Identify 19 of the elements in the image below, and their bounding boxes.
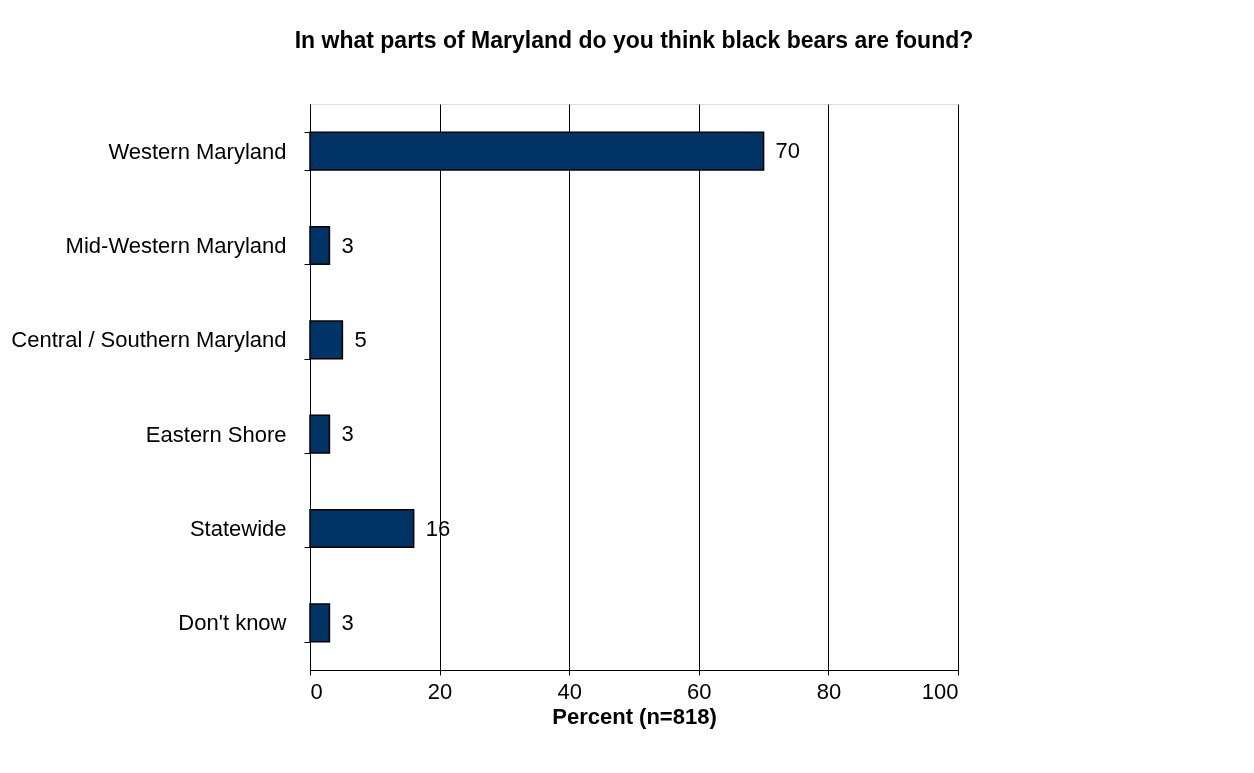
y-tick-label: Central / Southern Maryland — [11, 327, 287, 353]
x-tick-label: 60 — [687, 678, 712, 704]
data-label: 3 — [341, 421, 354, 447]
x-tick-label: 20 — [427, 678, 453, 704]
data-label: 3 — [341, 232, 354, 258]
data-label: 3 — [341, 609, 354, 635]
data-label: 5 — [354, 326, 367, 352]
x-tick-label: 80 — [816, 678, 842, 704]
y-tick-label: Eastern Shore — [145, 421, 287, 447]
y-tick-label: Mid-Western Maryland — [65, 233, 287, 258]
x-tick-label: 100 — [921, 678, 959, 704]
x-axis-title: Percent (n=818) — [552, 703, 717, 729]
x-tick-label: 0 — [310, 678, 323, 704]
y-tick-label: Don't know — [178, 610, 287, 636]
x-tick-label: 40 — [557, 678, 582, 704]
y-tick-label: Western Maryland — [108, 138, 287, 164]
y-tick-label: Statewide — [189, 516, 287, 541]
chart-title: In what parts of Maryland do you think black bears are found? — [294, 27, 974, 53]
data-label: 70 — [775, 138, 801, 164]
